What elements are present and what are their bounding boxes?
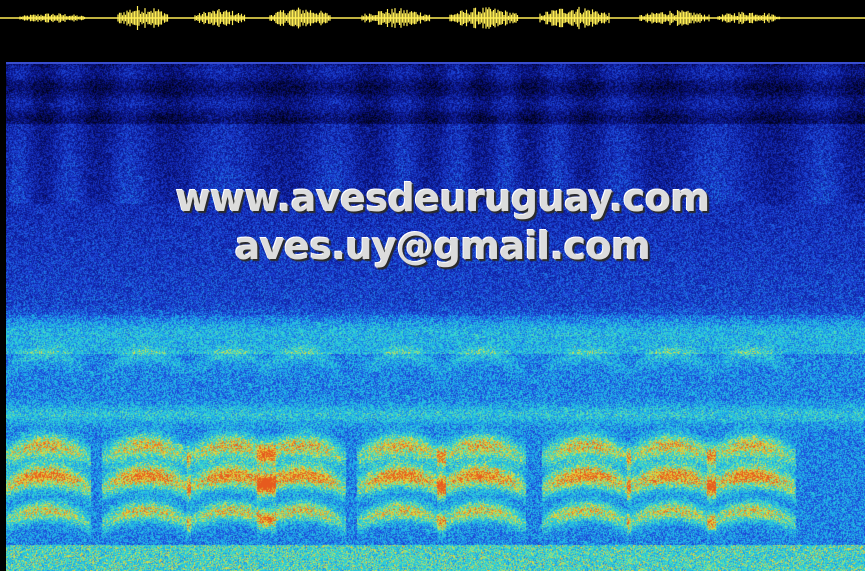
audio-waveform <box>0 6 865 30</box>
divider-line <box>6 62 865 64</box>
spectrogram-canvas <box>6 64 865 571</box>
waveform-bursts <box>19 6 781 30</box>
website-watermark: www.avesdeuruguay.com <box>175 176 710 220</box>
left-margin <box>0 64 6 571</box>
email-watermark: aves.uy@gmail.com <box>234 224 651 268</box>
